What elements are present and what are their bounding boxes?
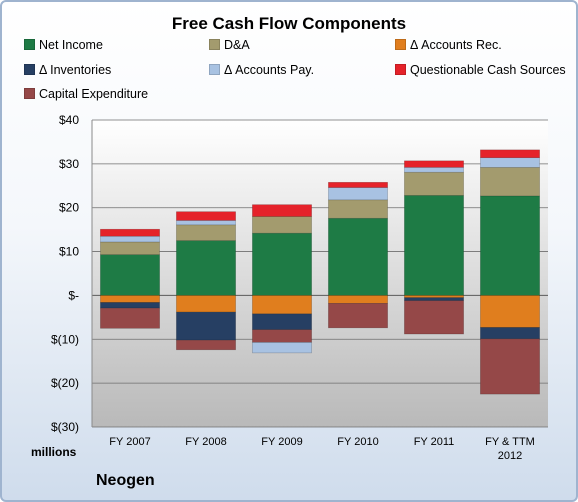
legend-swatch xyxy=(24,88,35,99)
x-tick-label: FY 2010 xyxy=(337,436,378,448)
y-tick-label: $(10) xyxy=(51,332,79,346)
bar-segment xyxy=(404,160,464,168)
legend-swatch xyxy=(24,39,35,50)
bar-segment xyxy=(328,303,388,329)
bar-segment xyxy=(252,232,312,296)
y-tick-label: $10 xyxy=(59,245,79,259)
bar-segment xyxy=(100,241,160,255)
bar-segment xyxy=(252,329,312,343)
x-tick-label: FY & TTM 2012 xyxy=(485,436,535,462)
bar-segment xyxy=(404,295,464,298)
legend-label: Questionable Cash Sources xyxy=(410,63,566,77)
bars xyxy=(100,149,540,395)
plot-background xyxy=(92,120,548,427)
legend-item-net-income: Net Income xyxy=(24,38,103,52)
bar-segment xyxy=(404,297,464,301)
bar-segment xyxy=(252,342,312,354)
bar-segment xyxy=(480,157,540,168)
bar-segment xyxy=(176,311,236,341)
bar-segment xyxy=(100,228,160,237)
x-tick-label: FY 2009 xyxy=(261,436,302,448)
x-tick-label: FY 2007 xyxy=(109,436,150,448)
bar-segment xyxy=(480,167,540,197)
bar-segment xyxy=(176,211,236,221)
bar-segment xyxy=(480,327,540,340)
bar-segment xyxy=(404,195,464,296)
bar-segment xyxy=(176,224,236,241)
legend-swatch xyxy=(395,39,406,50)
legend-item-inventories: Δ Inventories xyxy=(24,63,111,77)
bar-segment xyxy=(176,295,236,313)
bar-segment xyxy=(252,313,312,330)
bar-segment xyxy=(328,181,388,188)
y-tick-label: $30 xyxy=(59,157,79,171)
bar-segment xyxy=(252,204,312,217)
bar-segment xyxy=(328,295,388,304)
legend-swatch xyxy=(209,39,220,50)
legend-label: Δ Inventories xyxy=(39,63,112,77)
legend-label: Net Income xyxy=(39,38,103,52)
bar-segment xyxy=(404,171,464,196)
bar-segment xyxy=(480,338,540,395)
x-tick-label: FY 2011 xyxy=(414,436,455,448)
bar-segment xyxy=(328,187,388,201)
bar-segment xyxy=(480,195,540,296)
x-tick-label: FY 2008 xyxy=(185,436,226,448)
y-tick-label: $- xyxy=(68,288,79,302)
bar-segment xyxy=(404,300,464,335)
y-tick-label: $40 xyxy=(59,113,79,127)
bar-segment xyxy=(176,240,236,296)
legend-swatch xyxy=(395,64,406,75)
legend-label: D&A xyxy=(224,38,250,52)
bar-segment xyxy=(100,235,160,243)
bar-segment xyxy=(100,307,160,329)
legend-item-accounts-pay: Δ Accounts Pay. xyxy=(209,63,314,77)
chart-title: Free Cash Flow Components xyxy=(171,14,407,33)
y-tick-label: $(20) xyxy=(51,376,79,390)
legend-label: Capital Expenditure xyxy=(39,87,149,101)
bar-segment xyxy=(480,295,540,328)
bar-segment xyxy=(176,220,236,226)
legend-swatch xyxy=(24,64,35,75)
legend-swatch xyxy=(209,64,220,75)
bar-segment xyxy=(100,254,160,296)
y-tick-label: $(30) xyxy=(51,420,79,434)
y-tick-label: $20 xyxy=(59,201,79,215)
legend-label: Δ Accounts Pay. xyxy=(224,63,315,77)
bar-segment xyxy=(404,167,464,173)
bar-segment xyxy=(328,199,388,219)
bar-segment xyxy=(480,149,540,159)
bar-segment xyxy=(100,295,160,303)
legend-item-accounts-rec: Δ Accounts Rec. xyxy=(395,38,502,52)
gridlines xyxy=(92,119,548,428)
bar-segment xyxy=(100,302,160,309)
legend-item-da: D&A xyxy=(209,38,250,52)
company-name: Neogen xyxy=(96,472,155,489)
bar-segment xyxy=(328,217,388,296)
legend-item-questionable-cash: Questionable Cash Sources xyxy=(395,63,566,77)
bar-segment xyxy=(176,339,236,351)
legend-label: Δ Accounts Rec. xyxy=(410,38,502,52)
axes: $40 $30 $20 $10 $- $(10) $(20) $(30) FY 2007 FY 2… xyxy=(51,113,535,462)
bar-segment xyxy=(252,216,312,234)
bar-segment xyxy=(252,295,312,315)
legend-item-capital-expenditure: Capital Expenditure xyxy=(24,87,148,101)
unit-label: millions xyxy=(31,445,77,459)
